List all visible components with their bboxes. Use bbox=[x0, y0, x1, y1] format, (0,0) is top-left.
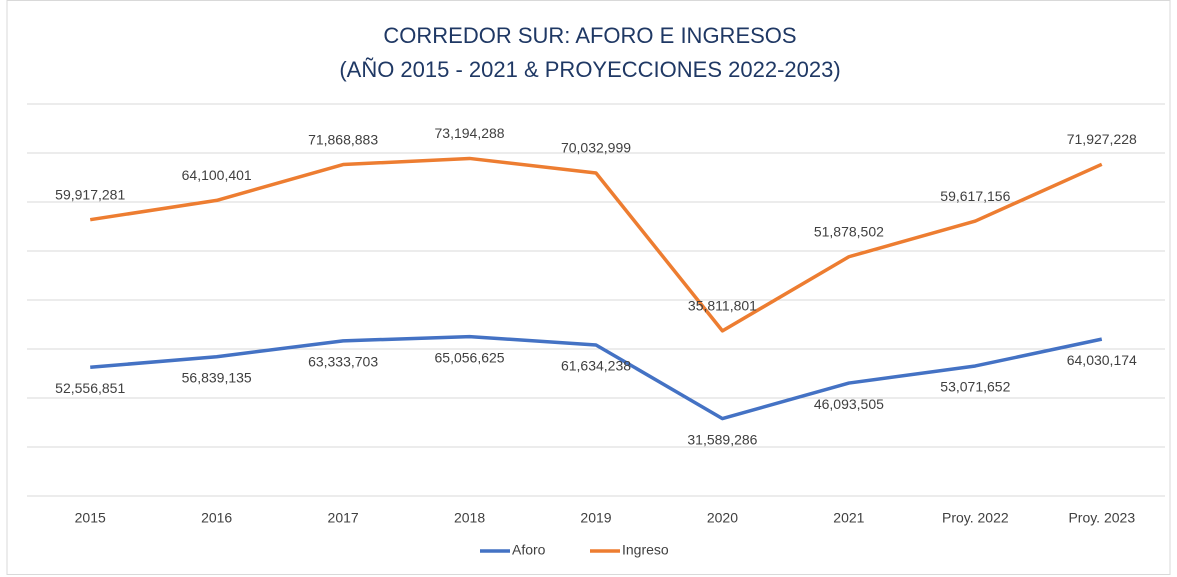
data-label: 64,030,174 bbox=[1067, 352, 1137, 368]
chart-title: CORREDOR SUR: AFORO E INGRESOS bbox=[383, 23, 796, 48]
x-tick-label: Proy. 2022 bbox=[942, 510, 1009, 526]
data-label: 71,927,228 bbox=[1067, 131, 1137, 147]
data-label: 53,071,652 bbox=[940, 379, 1010, 395]
series-line bbox=[89, 156, 1103, 333]
data-label: 51,878,502 bbox=[814, 223, 884, 239]
data-label: 31,589,286 bbox=[687, 431, 757, 447]
legend-label: Ingreso bbox=[622, 542, 669, 558]
x-tick-label: 2018 bbox=[454, 510, 485, 526]
data-label: 71,868,883 bbox=[308, 131, 378, 147]
data-label: 63,333,703 bbox=[308, 354, 378, 370]
x-tick-label: 2015 bbox=[75, 510, 106, 526]
legend-label: Aforo bbox=[512, 542, 546, 558]
data-label: 59,617,156 bbox=[940, 188, 1010, 204]
x-tick-label: Proy. 2023 bbox=[1068, 510, 1135, 526]
data-label: 59,917,281 bbox=[55, 186, 125, 202]
data-label: 64,100,401 bbox=[182, 167, 252, 183]
data-label: 70,032,999 bbox=[561, 140, 631, 156]
chart-subtitle: (AÑO 2015 - 2021 & PROYECCIONES 2022-202… bbox=[339, 57, 840, 82]
chart-border bbox=[6, 0, 1171, 575]
x-tick-label: 2016 bbox=[201, 510, 232, 526]
data-label: 52,556,851 bbox=[55, 380, 125, 396]
series-line bbox=[90, 334, 1103, 421]
x-tick-label: 2020 bbox=[707, 510, 738, 526]
data-label: 35,811,801 bbox=[688, 298, 757, 314]
x-tick-label: 2019 bbox=[580, 510, 611, 526]
data-label: 56,839,135 bbox=[182, 369, 252, 385]
x-tick-label: 2021 bbox=[833, 510, 864, 526]
data-label: 65,056,625 bbox=[435, 349, 505, 365]
x-tick-label: 2017 bbox=[328, 510, 359, 526]
data-label: 46,093,505 bbox=[814, 396, 884, 412]
data-label: 73,194,288 bbox=[435, 125, 505, 141]
data-label: 61,634,238 bbox=[561, 358, 631, 374]
